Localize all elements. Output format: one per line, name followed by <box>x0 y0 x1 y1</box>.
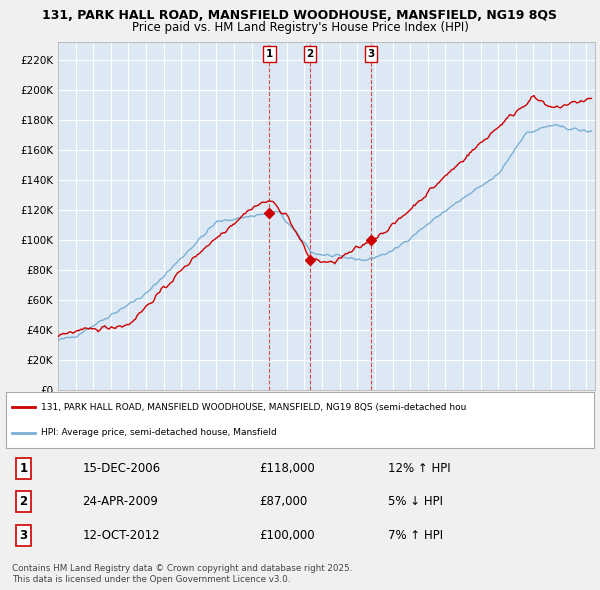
Text: 3: 3 <box>20 529 28 542</box>
Text: 15-DEC-2006: 15-DEC-2006 <box>82 462 161 475</box>
Text: Price paid vs. HM Land Registry's House Price Index (HPI): Price paid vs. HM Land Registry's House … <box>131 21 469 34</box>
Text: £100,000: £100,000 <box>259 529 314 542</box>
Text: 1: 1 <box>266 49 273 59</box>
Text: 3: 3 <box>367 49 374 59</box>
Text: 7% ↑ HPI: 7% ↑ HPI <box>388 529 443 542</box>
Text: 131, PARK HALL ROAD, MANSFIELD WOODHOUSE, MANSFIELD, NG19 8QS (semi-detached hou: 131, PARK HALL ROAD, MANSFIELD WOODHOUSE… <box>41 402 467 412</box>
Text: £87,000: £87,000 <box>259 495 307 508</box>
Text: This data is licensed under the Open Government Licence v3.0.: This data is licensed under the Open Gov… <box>12 575 290 584</box>
Text: 12% ↑ HPI: 12% ↑ HPI <box>388 462 451 475</box>
Text: £118,000: £118,000 <box>259 462 314 475</box>
Text: 131, PARK HALL ROAD, MANSFIELD WOODHOUSE, MANSFIELD, NG19 8QS: 131, PARK HALL ROAD, MANSFIELD WOODHOUSE… <box>43 9 557 22</box>
Text: 1: 1 <box>20 462 28 475</box>
Text: 24-APR-2009: 24-APR-2009 <box>82 495 158 508</box>
Text: 2: 2 <box>307 49 314 59</box>
Text: 2: 2 <box>20 495 28 508</box>
Text: Contains HM Land Registry data © Crown copyright and database right 2025.: Contains HM Land Registry data © Crown c… <box>12 565 352 573</box>
Text: 5% ↓ HPI: 5% ↓ HPI <box>388 495 443 508</box>
Text: HPI: Average price, semi-detached house, Mansfield: HPI: Average price, semi-detached house,… <box>41 428 277 437</box>
Text: 12-OCT-2012: 12-OCT-2012 <box>82 529 160 542</box>
